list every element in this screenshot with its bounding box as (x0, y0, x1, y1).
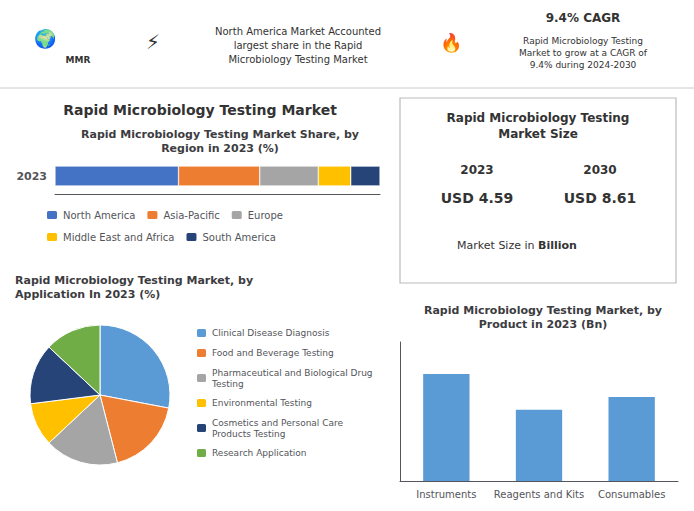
svg-text:Rapid Microbiology Testing Mar: Rapid Microbiology Testing Market (63, 102, 337, 118)
svg-text:Environmental Testing: Environmental Testing (212, 398, 312, 408)
svg-text:Products Testing: Products Testing (212, 429, 285, 439)
svg-text:9.4% during 2024-2030: 9.4% during 2024-2030 (530, 60, 637, 70)
svg-text:largest share in the Rapid: largest share in the Rapid (234, 40, 363, 51)
svg-text:USD 8.61: USD 8.61 (564, 190, 637, 206)
svg-text:South America: South America (202, 232, 275, 243)
svg-text:Application In 2023 (%): Application In 2023 (%) (15, 288, 160, 301)
svg-text:Testing: Testing (211, 379, 244, 389)
svg-text:Europe: Europe (248, 210, 283, 221)
svg-text:🔥: 🔥 (440, 32, 462, 53)
svg-text:Market to grow at a CAGR of: Market to grow at a CAGR of (519, 48, 648, 58)
svg-text:North America Market Accounted: North America Market Accounted (215, 26, 381, 37)
svg-text:Asia-Pacific: Asia-Pacific (163, 210, 219, 221)
svg-text:2030: 2030 (583, 163, 616, 177)
svg-text:Region in 2023 (%): Region in 2023 (%) (161, 142, 279, 155)
svg-text:Rapid Microbiology Testing Mar: Rapid Microbiology Testing Market, by (424, 304, 662, 317)
svg-text:Rapid Microbiology Testing: Rapid Microbiology Testing (447, 111, 630, 125)
svg-text:Clinical Disease Diagnosis: Clinical Disease Diagnosis (212, 328, 330, 338)
svg-text:Microbiology Testing Market: Microbiology Testing Market (228, 54, 367, 65)
svg-text:USD 4.59: USD 4.59 (441, 190, 514, 206)
svg-text:2023: 2023 (460, 163, 493, 177)
svg-text:⚡: ⚡ (146, 30, 160, 54)
svg-text:2023: 2023 (16, 170, 47, 183)
svg-text:Research Application: Research Application (212, 448, 306, 458)
svg-text:Instruments: Instruments (416, 489, 476, 500)
svg-text:Market Size: Market Size (498, 127, 578, 141)
svg-text:Rapid Microbiology Testing Mar: Rapid Microbiology Testing Market Share,… (81, 128, 359, 141)
svg-text:MMR: MMR (66, 55, 91, 65)
svg-text:Reagents and Kits: Reagents and Kits (494, 489, 584, 500)
svg-text:🌍: 🌍 (34, 28, 56, 49)
svg-text:Market Size in: Market Size in (457, 239, 538, 252)
svg-text:Cosmetics and Personal Care: Cosmetics and Personal Care (212, 418, 344, 428)
svg-text:Rapid Microbiology Testing Mar: Rapid Microbiology Testing Market, by (15, 274, 253, 287)
svg-text:Pharmaceutical and Biological: Pharmaceutical and Biological Drug (212, 368, 373, 378)
svg-text:Billion: Billion (538, 239, 577, 252)
svg-text:North America: North America (63, 210, 135, 221)
svg-text:9.4% CAGR: 9.4% CAGR (546, 11, 621, 25)
svg-text:Product in 2023 (Bn): Product in 2023 (Bn) (479, 318, 608, 331)
svg-text:Consumables: Consumables (598, 489, 665, 500)
svg-text:Food and Beverage Testing: Food and Beverage Testing (212, 348, 334, 358)
svg-text:Rapid Microbiology Testing: Rapid Microbiology Testing (523, 36, 643, 46)
svg-text:Middle East and Africa: Middle East and Africa (63, 232, 174, 243)
